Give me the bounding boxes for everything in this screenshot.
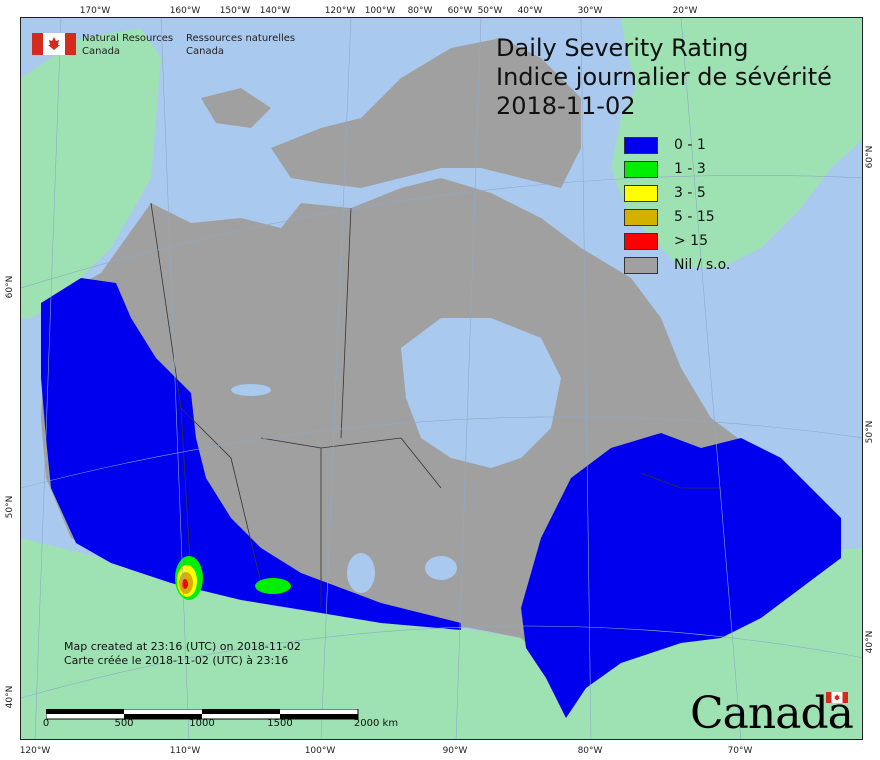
right-latitude-label-outer: 50°N [865,421,875,444]
top-longitude-label-outer: 40°W [518,6,543,16]
legend-swatch [624,208,658,226]
scale-label: 0 [42,718,50,729]
bottom-longitude-label-outer: 120°W [20,746,51,756]
lake-winnipeg [347,553,375,593]
top-longitude-label-outer: 100°W [365,6,396,16]
legend: 0 - 1 1 - 3 3 - 5 5 - 15 > 15 Nil / s.o. [624,133,730,277]
alaska-land [21,28,161,318]
legend-swatch [624,232,658,250]
greenland-land [611,18,862,268]
great-slave-lake [231,384,271,396]
scale-label: 2000 km [353,718,399,729]
right-latitude-label-outer: 60°N [865,146,875,169]
agency-fr-line2: Canada [186,46,225,57]
map-frame [20,17,863,740]
title-date: 2018-11-02 [496,92,636,120]
legend-swatch [624,256,658,274]
top-longitude-label-outer: 60°W [448,6,473,16]
canada-flag-icon [32,33,76,55]
wordmark-flag-icon [826,692,848,703]
top-longitude-label-outer: 140°W [260,6,291,16]
bottom-longitude-label-outer: 80°W [578,746,603,756]
scale-label: 500 [114,718,134,729]
legend-label: Nil / s.o. [674,257,731,273]
legend-item: 3 - 5 [624,181,730,205]
top-longitude-label-outer: 20°W [673,6,698,16]
legend-item: > 15 [624,229,730,253]
top-longitude-label-outer: 120°W [325,6,356,16]
legend-swatch [624,160,658,178]
top-longitude-label-outer: 170°W [80,6,111,16]
lake-superior [425,556,457,580]
map-title: Daily Severity Rating Indice journalier … [496,34,832,121]
dsr-1-3-patch-east [255,578,291,594]
legend-item: Nil / s.o. [624,253,730,277]
top-longitude-label-outer: 150°W [220,6,251,16]
right-latitude-label-outer: 40°N [865,631,875,654]
legend-swatch [624,136,658,154]
legend-label: 3 - 5 [674,185,706,201]
credit-french: Carte créée le 2018-11-02 (UTC) à 23:16 [64,654,289,667]
top-longitude-label-outer: 30°W [578,6,603,16]
legend-label: 5 - 15 [674,209,715,225]
scale-label: 1000 [189,718,215,729]
bottom-longitude-label-outer: 70°W [728,746,753,756]
dsr-west-blue [41,278,461,630]
top-longitude-label-outer: 80°W [408,6,433,16]
credit-english: Map created at 23:16 (UTC) on 2018-11-02 [64,640,301,653]
left-latitude-label-outer: 40°N [5,686,15,709]
bottom-longitude-label-outer: 110°W [170,746,201,756]
title-french: Indice journalier de sévérité [496,63,832,91]
graticule [21,18,862,739]
legend-label: > 15 [674,233,708,249]
top-longitude-label-outer: 160°W [170,6,201,16]
arctic-island-small [201,88,271,128]
province-borders [150,202,721,608]
map-credits: Map created at 23:16 (UTC) on 2018-11-02… [64,640,301,668]
top-longitude-label-outer: 50°W [478,6,503,16]
legend-item: 5 - 15 [624,205,730,229]
legend-label: 0 - 1 [674,137,706,153]
legend-item: 1 - 3 [624,157,730,181]
map-svg [21,18,862,739]
bottom-longitude-label-outer: 100°W [305,746,336,756]
dsr-east-blue [521,433,841,718]
arctic-islands [271,38,581,188]
agency-en-line1: Natural Resources [82,33,174,44]
scale-bar-graphic [45,708,359,720]
agency-fr-line1: Ressources naturelles [186,33,296,44]
legend-item: 0 - 1 [624,133,730,157]
dsr-gt-15-patch [182,579,188,589]
title-english: Daily Severity Rating [496,34,749,62]
agency-en-line2: Canada [82,46,121,57]
legend-swatch [624,184,658,202]
scale-label: 1500 [267,718,293,729]
legend-label: 1 - 3 [674,161,706,177]
scale-bar: 0 500 1000 1500 2000 km [43,706,398,729]
bottom-longitude-label-outer: 90°W [443,746,468,756]
left-latitude-label-outer: 50°N [5,496,15,519]
left-latitude-label-outer: 60°N [5,276,15,299]
hudson-bay [401,318,561,468]
